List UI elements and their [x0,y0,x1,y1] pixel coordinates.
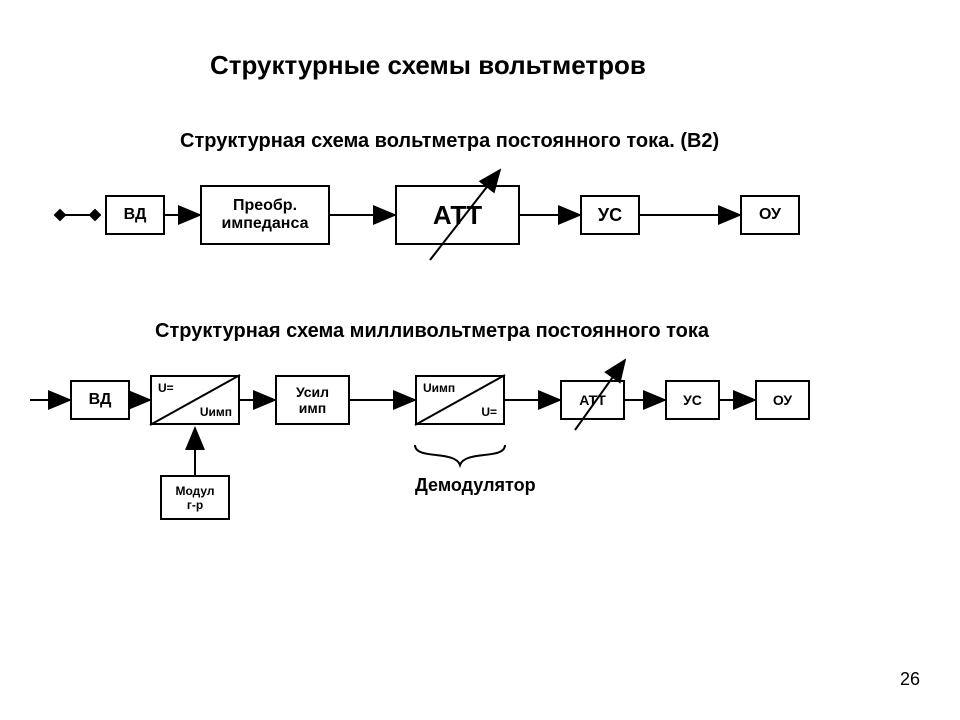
page-number: 26 [900,669,920,690]
diagram-stage: Структурные схемы вольтметров Структурна… [0,0,960,720]
d2-block-att: АТТ [560,380,625,420]
d1-block-ou: ОУ [740,195,800,235]
d1-block-us: УС [580,195,640,235]
subtitle-1: Структурная схема вольтметра постоянного… [180,130,719,153]
d1-block-vd: ВД [105,195,165,235]
d2-block-vd: ВД [70,380,130,420]
d2-block-modr: Модулг-р [160,475,230,520]
d1-block-att: АТТ [395,185,520,245]
d2-block-demodulator: Uимп U= [415,375,505,425]
main-title: Структурные схемы вольтметров [210,50,646,81]
d2-block-ou: ОУ [755,380,810,420]
d2-mod-br: Uимп [200,405,232,419]
d2-mod-tl: U= [158,381,174,395]
d2-block-us: УС [665,380,720,420]
subtitle-2: Структурная схема милливольтметра постоя… [155,320,709,343]
d2-block-amp: Усилимп [275,375,350,425]
d2-dem-tl: Uимп [423,381,455,395]
d2-dem-br: U= [481,405,497,419]
d2-block-modulator: U= Uимп [150,375,240,425]
connectors-svg [0,0,960,720]
demodulator-label: Демодулятор [415,475,536,496]
d1-block-pre: Преобр.импеданса [200,185,330,245]
